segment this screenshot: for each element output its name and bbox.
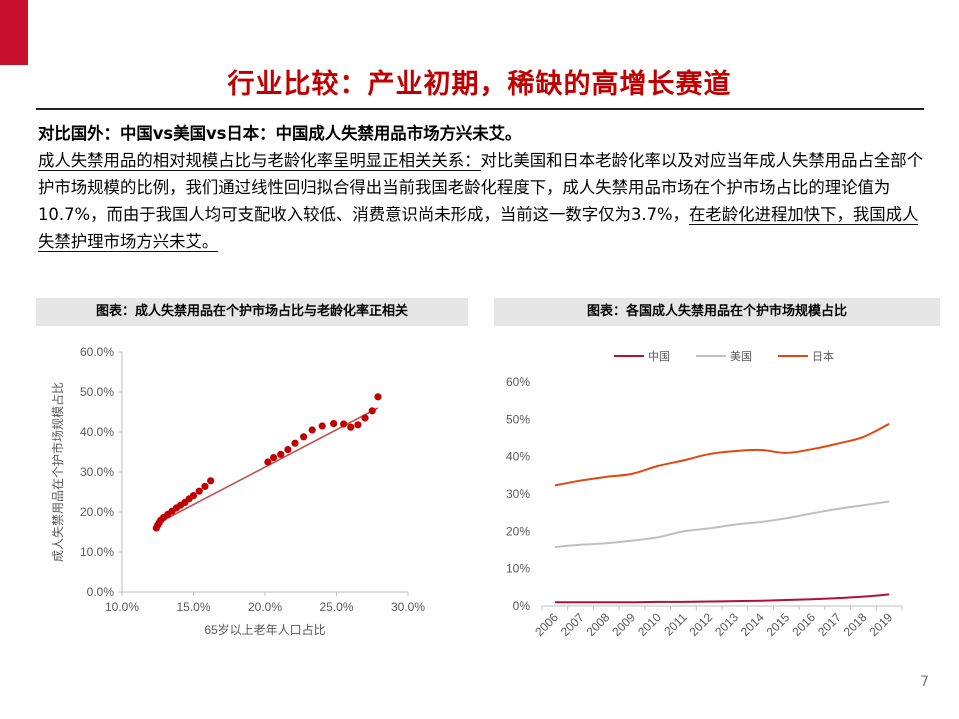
x-tick-label: 2013 (712, 610, 741, 639)
x-tick-label: 2019 (866, 610, 895, 639)
title-divider (36, 108, 924, 110)
scatter-chart: 0.0%10.0%20.0%30.0%40.0%50.0%60.0%10.0% 1… (50, 345, 425, 637)
x-tick-label: 2012 (686, 610, 715, 639)
y-tick-label: 60.0% (80, 345, 114, 359)
y-tick-label: 40% (506, 450, 530, 464)
y-axis-label: 成人失禁用品在个护市场规模占比 (50, 382, 65, 562)
y-tick-label: 60% (506, 375, 530, 389)
accent-block (0, 0, 28, 65)
x-tick-label: 2008 (584, 610, 613, 639)
series-line (554, 593, 890, 604)
series-line (554, 500, 890, 549)
trendline (155, 407, 379, 525)
x-tick-label: 2007 (558, 610, 587, 639)
data-point (264, 458, 272, 466)
legend-label: 美国 (730, 350, 752, 363)
data-point (195, 487, 203, 495)
data-point (318, 422, 326, 430)
data-point (277, 450, 285, 458)
x-tick-label: 2015 (764, 610, 793, 639)
y-tick-label: 10.0% (80, 545, 114, 559)
data-point (284, 446, 292, 454)
x-tick-label: 15.0% (176, 600, 210, 614)
x-tick-label: 2016 (789, 610, 818, 639)
y-tick-label: 20.0% (80, 505, 114, 519)
data-point (330, 420, 338, 428)
x-tick-label: 2010 (635, 610, 664, 639)
y-tick-label: 50% (506, 412, 530, 426)
data-point (368, 407, 376, 415)
x-tick-label: 2017 (815, 610, 844, 639)
y-tick-label: 10% (506, 562, 530, 576)
data-point (189, 492, 198, 500)
y-tick-label: 0% (513, 599, 531, 613)
page-title: 行业比较：产业初期，稀缺的高增长赛道 (227, 69, 732, 100)
data-point (361, 414, 369, 422)
x-tick-label: 30.0% (391, 600, 425, 614)
data-point (207, 477, 215, 485)
data-point (291, 439, 299, 447)
data-point (300, 433, 308, 441)
body-paragraph: 成人失禁用品的相对规模占比与老龄化率呈明显正相关关系：对比美国和日本老龄化率以及… (38, 147, 928, 255)
series-line (554, 422, 890, 487)
data-point (347, 423, 355, 431)
section-heading: 对比国外：中国vs美国vs日本：中国成人失禁用品市场方兴未艾。 (38, 124, 522, 143)
body-text: 对比国外：中国vs美国vs日本：中国成人失禁用品市场方兴未艾。 成人失禁用品的相… (38, 120, 928, 255)
data-point (308, 426, 316, 434)
legend-label: 中国 (648, 350, 670, 363)
underlined-conclusion: 在老龄化进程加快下，我国成人失禁护理市场方兴未艾。 (38, 205, 919, 252)
y-tick-label: 0.0% (87, 585, 115, 599)
x-tick-label: 2014 (738, 610, 767, 639)
line-chart: 中国 美国 日本0%10%20%30%40%50%60%20062007200820… (506, 349, 903, 639)
x-tick-label: 2018 (841, 610, 870, 639)
left-chart-caption: 图表：成人失禁用品在个护市场占比与老龄化率正相关 (36, 298, 468, 326)
y-tick-label: 20% (506, 524, 530, 538)
legend-label: 日本 (812, 349, 834, 363)
y-tick-label: 30% (506, 487, 530, 501)
x-tick-label: 2006 (532, 610, 561, 639)
underlined-claim: 成人失禁用品的相对规模占比与老龄化率呈明显正相关关系： (38, 151, 481, 171)
page-number: 7 (920, 674, 929, 690)
y-tick-label: 50.0% (80, 385, 114, 399)
data-point (340, 420, 348, 428)
data-point (201, 482, 209, 490)
x-axis-label: 65岁以上老年人口占比 (204, 622, 325, 637)
y-tick-label: 30.0% (80, 465, 114, 479)
x-tick-label: 2011 (661, 610, 689, 638)
data-point (354, 421, 362, 429)
data-point (269, 454, 278, 462)
x-tick-label: 25.0% (319, 600, 353, 614)
y-tick-label: 40.0% (80, 425, 114, 439)
paragraph-text: 对比美国和日本老龄化率以及对应当年成人失禁用品占全部个护市场规模的比例，我们通过… (38, 151, 924, 224)
data-point (374, 393, 382, 401)
x-tick-label: 2009 (609, 610, 638, 639)
x-tick-label: 10.0% (105, 600, 139, 614)
x-tick-label: 20.0% (248, 600, 282, 614)
right-chart-caption: 图表：各国成人失禁用品在个护市场规模占比 (494, 298, 940, 326)
